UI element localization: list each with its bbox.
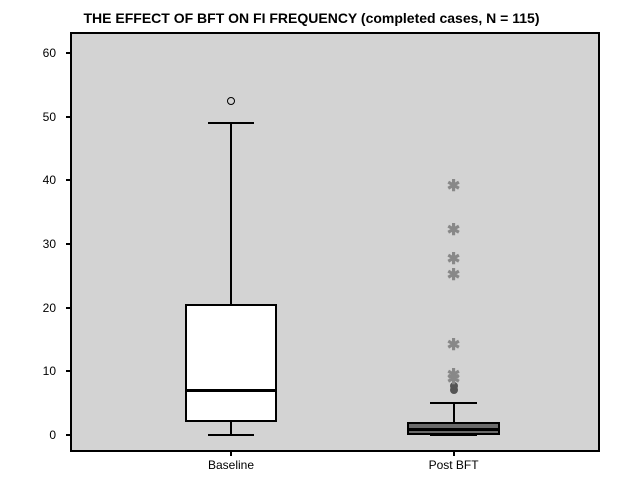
y-tick-label: 50	[43, 110, 56, 124]
y-tick	[66, 52, 72, 54]
y-tick-label: 30	[43, 237, 56, 251]
outlier-star: ✱	[447, 368, 460, 384]
box	[185, 304, 278, 422]
median-line	[185, 389, 278, 392]
plot-area: 0102030405060BaselinePost BFT✱✱✱✱✱✱✱	[70, 32, 600, 452]
y-tick-label: 0	[49, 428, 56, 442]
x-tick	[230, 450, 232, 456]
whisker-upper	[230, 123, 232, 304]
y-tick	[66, 434, 72, 436]
whisker-cap-upper	[208, 122, 254, 124]
outlier-star: ✱	[447, 268, 460, 284]
outlier-star: ✱	[447, 179, 460, 195]
chart-title: THE EFFECT OF BFT ON FI FREQUENCY (compl…	[10, 10, 613, 26]
x-tick	[453, 450, 455, 456]
outlier-circle	[227, 97, 235, 105]
outlier-star: ✱	[447, 223, 460, 239]
y-tick	[66, 370, 72, 372]
whisker-upper	[453, 403, 455, 422]
x-tick-label: Baseline	[208, 458, 254, 472]
y-tick-label: 40	[43, 173, 56, 187]
y-tick-label: 20	[43, 301, 56, 315]
y-tick-label: 10	[43, 364, 56, 378]
outlier-star: ✱	[447, 252, 460, 268]
y-tick	[66, 116, 72, 118]
x-tick-label: Post BFT	[429, 458, 479, 472]
median-line	[407, 428, 500, 431]
outlier-star: ✱	[447, 338, 460, 354]
y-tick-label: 60	[43, 46, 56, 60]
whisker-cap-lower	[208, 434, 254, 436]
boxplot-chart: THE EFFECT OF BFT ON FI FREQUENCY (compl…	[10, 10, 613, 494]
whisker-cap-upper	[430, 402, 476, 404]
y-tick	[66, 307, 72, 309]
y-tick	[66, 243, 72, 245]
y-tick	[66, 179, 72, 181]
